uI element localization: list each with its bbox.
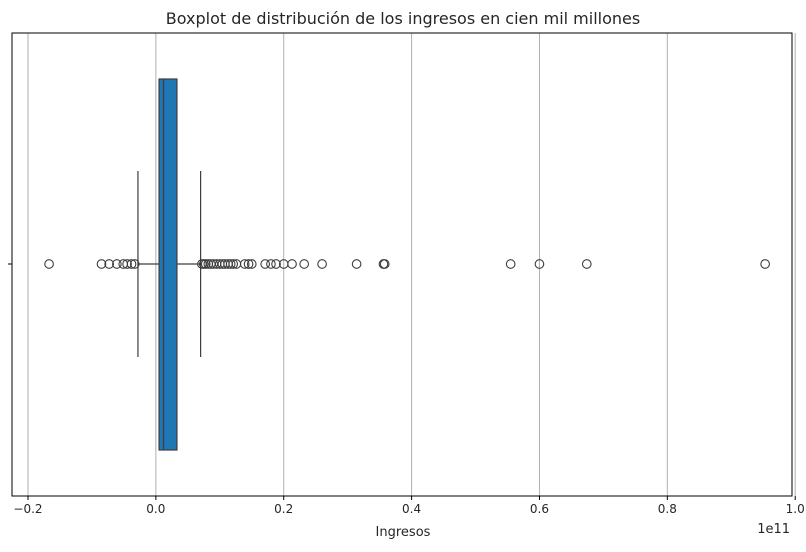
x-tick-label: 0.8	[658, 502, 677, 516]
x-axis-ticks: −0.2 0.0 0.2 0.4 0.6 0.8 1.0	[13, 496, 804, 516]
x-tick-label: 0.4	[402, 502, 421, 516]
x-tick-label: 0.6	[530, 502, 549, 516]
outlier-point	[300, 260, 309, 269]
x-axis-label: Ingresos	[376, 525, 431, 540]
outlier-point	[267, 260, 276, 269]
x-tick-label: 0.0	[146, 502, 165, 516]
outlier-point	[582, 260, 591, 269]
box-group	[138, 79, 201, 450]
outlier-point	[761, 260, 770, 269]
iqr-box	[159, 79, 177, 450]
outlier-point	[506, 260, 515, 269]
x-tick-label: −0.2	[13, 502, 42, 516]
outlier-point	[288, 260, 297, 269]
outlier-point	[352, 260, 361, 269]
x-tick-label: 0.2	[274, 502, 293, 516]
plot-frame	[12, 33, 792, 496]
outlier-point	[45, 260, 54, 269]
x-axis-offset-label: 1e11	[757, 522, 790, 537]
x-tick-label: 1.0	[786, 502, 805, 516]
chart-title: Boxplot de distribución de los ingresos …	[166, 9, 640, 28]
outlier-point	[318, 260, 327, 269]
